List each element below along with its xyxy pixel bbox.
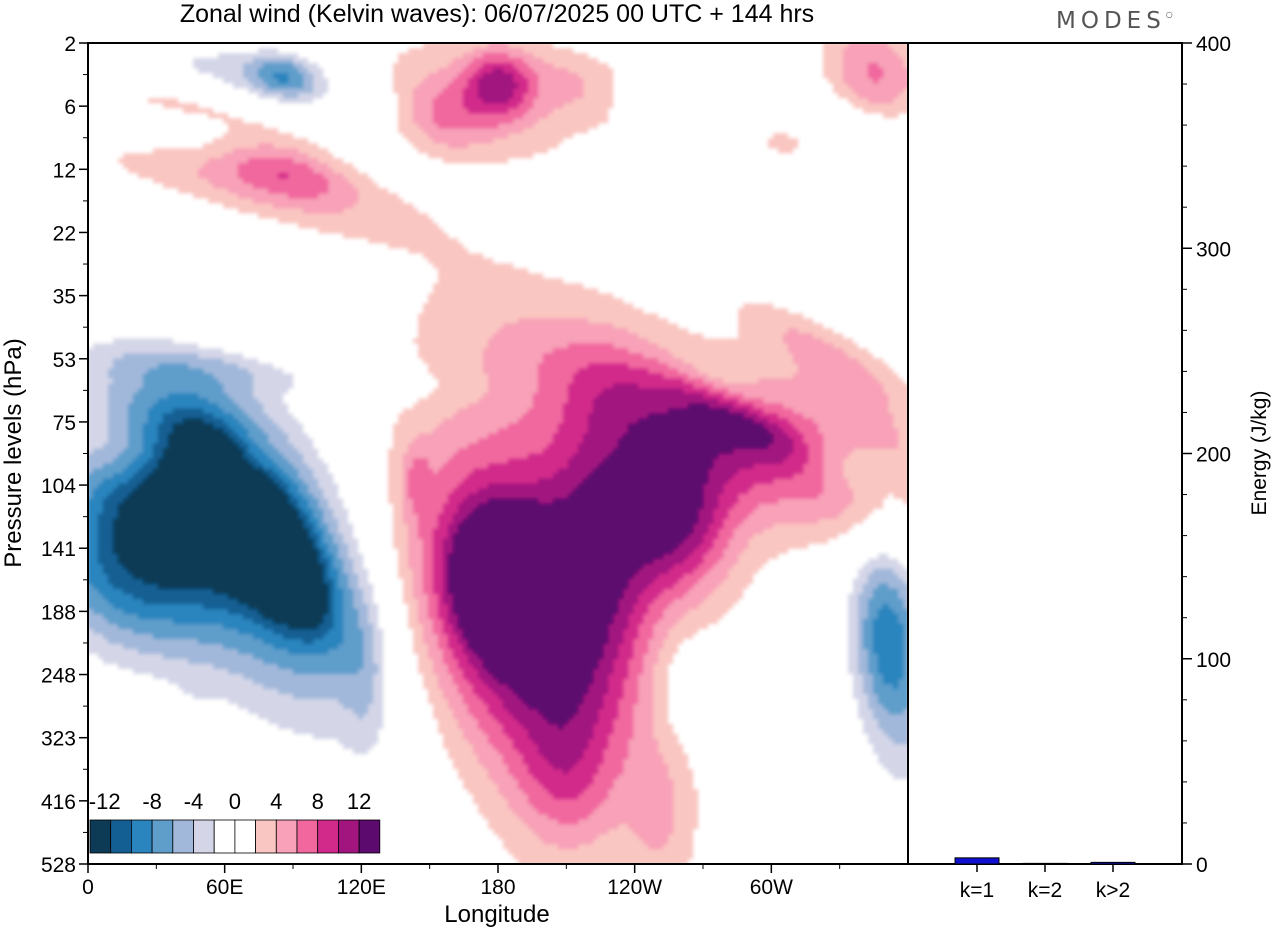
color-legend: -12 -8 -4 0 4 8 12: [86, 785, 382, 865]
x-tick-label: 180: [480, 876, 515, 899]
energy-category-label: k=1: [960, 879, 994, 902]
wind-contour-field: [88, 43, 908, 864]
longitude-axis-label: Longitude: [444, 901, 549, 928]
y-tick-label: 141: [41, 538, 76, 561]
contour-raster: [88, 43, 908, 864]
energy-bar: [954, 857, 1000, 865]
y-tick-label: 2: [64, 33, 76, 56]
x-tick-label: 60W: [750, 876, 793, 899]
y-tick-label: 35: [53, 286, 76, 309]
energy-axis-label: Energy (J/kg): [1248, 391, 1271, 516]
y-tick-label: 22: [53, 222, 76, 245]
legend-color-box: [234, 819, 256, 854]
legend-color-box: [130, 819, 153, 854]
logo-text: MODES: [1056, 8, 1166, 34]
y-tick-label: 528: [41, 854, 76, 877]
legend-color-box: [213, 819, 236, 854]
legend-color-box: [110, 819, 132, 854]
y-tick-label: 104: [41, 475, 76, 498]
energy-tick-label: 300: [1196, 238, 1231, 261]
legend-label: 4: [270, 789, 282, 814]
longitude-axis: 0 60E 120E 180 120W 60W: [82, 864, 841, 899]
energy-bar: [1090, 861, 1136, 865]
modes-logo: MODES○: [1056, 8, 1173, 34]
y-tick-label: 12: [53, 159, 76, 182]
legend-label: -8: [142, 789, 162, 814]
legend-color-box: [358, 819, 381, 854]
legend-color-box: [275, 819, 298, 854]
energy-category-label: k=2: [1028, 879, 1062, 902]
legend-color-box: [193, 819, 215, 854]
legend-label: -4: [184, 789, 204, 814]
energy-category-label: k>2: [1096, 879, 1130, 902]
legend-color-box: [255, 819, 277, 854]
legend-color-box: [296, 819, 319, 854]
x-tick-label: 0: [82, 876, 94, 899]
y-tick-label: 248: [41, 665, 76, 688]
y-tick-label: 416: [41, 791, 76, 814]
energy-bars: k=1 k=2 k>2: [954, 857, 1136, 902]
energy-tick-label: 100: [1196, 649, 1231, 672]
legend-color-box: [89, 819, 112, 854]
energy-tick-label: 0: [1196, 854, 1208, 877]
chart-title: Zonal wind (Kelvin waves): 06/07/2025 00…: [180, 0, 814, 28]
y-tick-label: 6: [64, 96, 76, 119]
legend-label: -12: [89, 789, 121, 814]
x-tick-label: 60E: [206, 876, 243, 899]
y-tick-label: 75: [53, 412, 76, 435]
y-tick-label: 188: [41, 601, 76, 624]
legend-color-box: [337, 819, 360, 854]
energy-bar: [1022, 862, 1068, 865]
legend-color-box: [172, 819, 194, 854]
x-tick-label: 120W: [607, 876, 662, 899]
y-tick-label: 53: [53, 349, 76, 372]
legend-label: 0: [229, 789, 241, 814]
legend-color-box: [317, 819, 339, 854]
y-tick-label: 323: [41, 728, 76, 751]
energy-axis: 0 100 200 300 400: [1182, 33, 1231, 877]
energy-tick-label: 200: [1196, 444, 1231, 467]
energy-tick-label: 400: [1196, 33, 1231, 56]
x-tick-label: 120E: [337, 876, 386, 899]
legend-label: 8: [312, 789, 324, 814]
legend-color-box: [151, 819, 174, 854]
energy-panel-frame: [907, 42, 1183, 865]
pressure-axis-label: Pressure levels (hPa): [0, 338, 27, 567]
legend-label: 12: [347, 789, 371, 814]
pressure-axis: 2 6 12 22 35 53 75 104 141 188 248 323 416 528: [41, 33, 88, 877]
